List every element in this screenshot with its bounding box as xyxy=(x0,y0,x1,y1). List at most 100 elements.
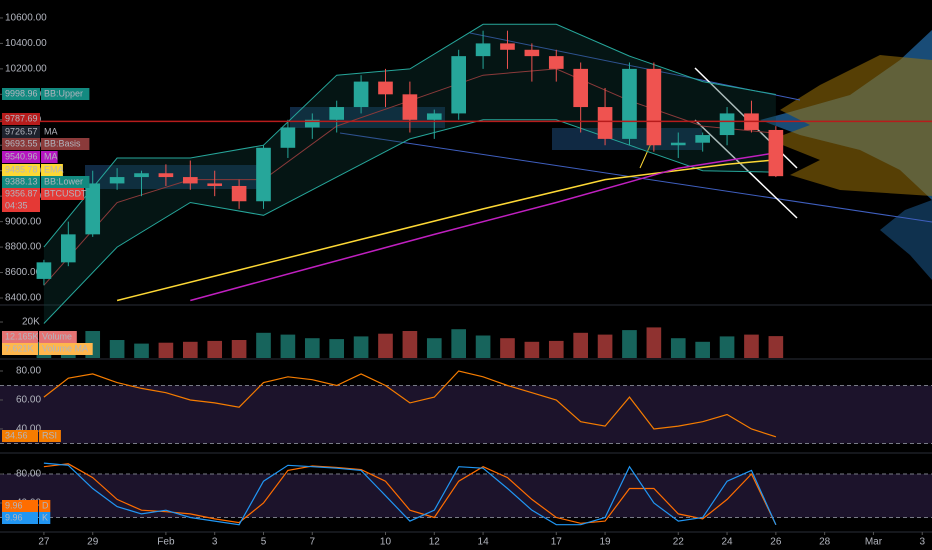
price-badge-value: 9693.55 xyxy=(5,138,38,148)
x-tick-label: 3 xyxy=(919,537,925,548)
panel-badge-name-bg xyxy=(39,512,51,524)
x-tick-label: 5 xyxy=(261,537,267,548)
panel-badge-name-bg xyxy=(39,331,77,343)
price-badge xyxy=(2,176,40,188)
volume-profile xyxy=(760,30,932,280)
candle-body xyxy=(402,94,418,120)
price-badge xyxy=(2,138,40,150)
volume-bar xyxy=(182,341,198,358)
volume-bar xyxy=(451,329,466,358)
panel-badge xyxy=(2,512,38,524)
candle-body xyxy=(231,185,247,202)
x-tick-label: 12 xyxy=(429,537,441,548)
candle-body xyxy=(353,81,369,108)
price-badge-name: BB:Lower xyxy=(44,176,83,186)
candle-body xyxy=(36,262,52,279)
price-badge xyxy=(2,164,40,176)
rsi-line xyxy=(43,370,777,438)
panel-badge-value: 7.621K xyxy=(5,343,34,353)
y-tick-label: 20K xyxy=(22,317,40,328)
price-badge-value: 9998.96 xyxy=(5,88,38,98)
candle-body xyxy=(597,107,613,139)
panel-badge-name-bg xyxy=(39,343,93,355)
volume-bar xyxy=(500,338,515,358)
volume-bar xyxy=(768,336,784,358)
volume-bar xyxy=(475,335,491,358)
price-badge-value: 04:35 xyxy=(5,200,28,210)
panel-badge-name: RSI xyxy=(42,430,57,440)
price-badge xyxy=(2,200,40,212)
x-tick-label: 10 xyxy=(380,537,392,548)
price-badge-name: MA xyxy=(44,126,58,136)
candle-body xyxy=(378,81,393,95)
volume-bar xyxy=(670,338,686,358)
candle-body xyxy=(158,173,174,178)
panel-badge-name-bg xyxy=(39,500,51,512)
volume-bar xyxy=(329,339,345,358)
candle-body xyxy=(451,56,466,114)
volume-bar xyxy=(134,343,149,358)
candle-body xyxy=(524,49,540,57)
volume-bar xyxy=(231,340,247,358)
stoch-line xyxy=(43,462,777,526)
y-tick-label: 9000.00 xyxy=(5,216,42,227)
volume-bar xyxy=(597,334,613,358)
volume-bar xyxy=(622,330,637,358)
price-badge xyxy=(2,188,40,200)
candle-body xyxy=(573,68,588,108)
candle-body xyxy=(670,142,686,146)
candle-body xyxy=(280,127,296,148)
price-badge-name: BTCUSDT xyxy=(44,188,87,198)
volume-bar xyxy=(719,336,735,358)
y-tick-label: 80.00 xyxy=(16,366,41,377)
volume-bar xyxy=(378,333,393,358)
x-tick-label: 3 xyxy=(212,537,218,548)
x-tick-label: 29 xyxy=(87,537,99,548)
price-badge-value: 9485.78 xyxy=(5,164,38,174)
volume-bar xyxy=(353,336,369,358)
candle-body xyxy=(719,113,735,136)
price-badge-name: BB:Upper xyxy=(44,88,83,98)
volume-bar xyxy=(158,342,174,358)
y-tick-label: 80.00 xyxy=(16,469,41,480)
stoch-line xyxy=(43,463,777,526)
x-tick-label: 14 xyxy=(478,537,490,548)
volume-bar xyxy=(646,327,662,358)
panel-badge-name: Volume xyxy=(42,331,72,341)
x-tick-label: 22 xyxy=(673,537,685,548)
price-badge-value: 9356.87 xyxy=(5,188,38,198)
price-badge-value: 9787.69 xyxy=(5,113,38,123)
price-badge-name: MA xyxy=(44,151,58,161)
ma-line xyxy=(190,152,777,302)
candle-body xyxy=(304,119,320,128)
price-badge-value: 9540.96 xyxy=(5,151,38,161)
x-tick-label: 17 xyxy=(551,537,563,548)
y-tick-label: 10200.00 xyxy=(5,64,47,75)
bb-fill xyxy=(43,24,776,324)
candle-body xyxy=(475,43,491,57)
candle-body xyxy=(695,135,710,143)
panel-badge xyxy=(2,430,38,442)
panel-badge-value: 9.96 xyxy=(5,500,23,510)
y-tick-label: 40.00 xyxy=(16,424,41,435)
volume-bar xyxy=(548,340,564,358)
price-badge-name-bg xyxy=(41,188,85,200)
panel-badge-value: 9.96 xyxy=(5,512,23,522)
candle-body xyxy=(109,177,125,184)
volume-bar xyxy=(304,338,320,358)
price-badge-name-bg xyxy=(41,164,63,176)
x-tick-label: Mar xyxy=(865,537,883,548)
x-tick-label: Feb xyxy=(157,537,175,548)
candle-body xyxy=(207,183,223,186)
candle-body xyxy=(548,56,564,69)
price-badge-name-bg xyxy=(41,88,90,100)
price-badge xyxy=(2,151,40,163)
panel-badge-value: 34.56 xyxy=(5,430,28,440)
x-tick-label: 7 xyxy=(310,537,316,548)
candle-body xyxy=(768,129,784,177)
volume-bar xyxy=(573,332,588,358)
panel-badge-name-bg xyxy=(39,430,61,442)
volume-bar xyxy=(524,341,540,358)
volume-bar xyxy=(280,334,296,358)
panel-badge xyxy=(2,500,38,512)
